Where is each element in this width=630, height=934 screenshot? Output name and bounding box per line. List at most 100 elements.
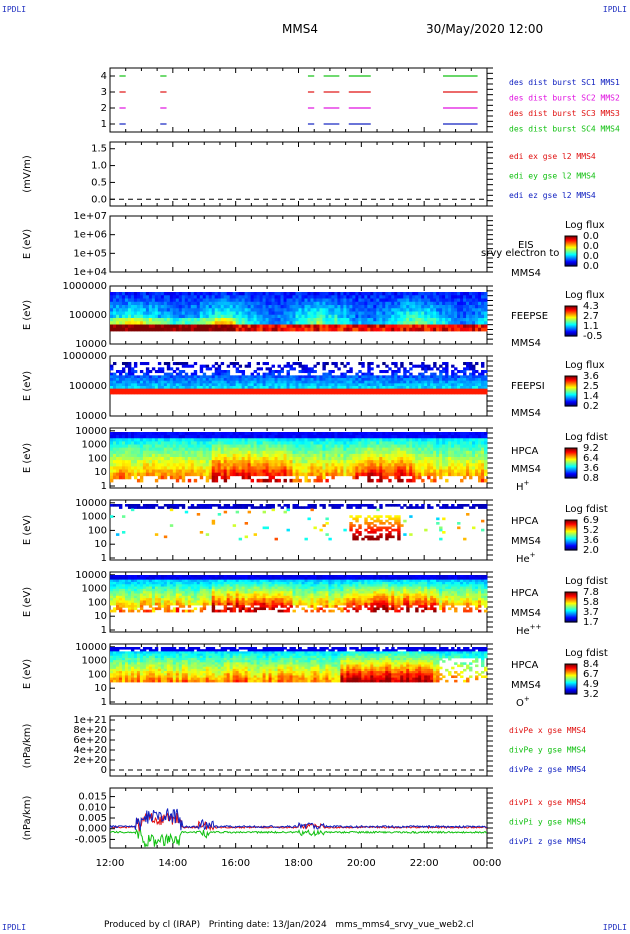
feepse-pixel xyxy=(124,321,129,325)
feepse-pixel xyxy=(256,311,261,316)
hpca-h-pixel xyxy=(124,441,129,445)
hpca-h-pixel xyxy=(154,447,159,452)
feepse-pixel xyxy=(199,295,204,299)
feepse-pixel xyxy=(460,301,464,306)
feepse-pixel xyxy=(307,305,311,309)
feepsi-pixel xyxy=(328,388,332,392)
feepsi-pixel xyxy=(110,372,114,376)
feepsi-pixel xyxy=(193,378,198,382)
feepse-pixel xyxy=(148,327,153,332)
feepse-pixel xyxy=(271,324,275,329)
feepse-pixel xyxy=(415,308,419,312)
feepse-pixel xyxy=(331,314,335,319)
hpca-h-pixel xyxy=(118,435,123,439)
feepse-pixel xyxy=(325,321,329,325)
feepse-pixel xyxy=(163,305,168,309)
feepse-pixel xyxy=(121,327,126,332)
hpca-h-pixel xyxy=(370,441,374,445)
feepse-pixel xyxy=(130,301,135,306)
hpca-h-pixel xyxy=(223,432,228,436)
hpca-h-pixel xyxy=(421,432,425,436)
hpca-h-pixel xyxy=(223,475,228,480)
feepsi-pixel xyxy=(472,383,476,387)
feepse-pixel xyxy=(379,308,383,312)
feepsi-pixel xyxy=(451,383,455,387)
eis-colorbar-cell xyxy=(565,244,577,246)
feepse-colorbar-cell xyxy=(565,321,577,323)
feepsi-pixel xyxy=(127,375,132,379)
feepse-pixel xyxy=(289,295,293,299)
feepse-pixel xyxy=(136,321,141,325)
feepsi-pixel xyxy=(409,383,413,387)
feepse-pixel xyxy=(163,324,168,329)
feepse-pixel xyxy=(184,308,189,312)
feepse-pixel xyxy=(250,298,255,303)
hpca-h-pixel xyxy=(355,472,359,477)
hpca-h-pixel xyxy=(370,463,374,467)
feepse-pixel xyxy=(310,308,314,312)
feepse-pixel xyxy=(130,292,135,296)
hpca-h-pixel xyxy=(145,469,150,474)
hpca-h-pixel xyxy=(271,435,275,439)
feepse-colorbar-cell xyxy=(565,331,577,333)
hpca-h-pixel xyxy=(253,432,258,436)
hpca-h-pixel xyxy=(223,453,228,458)
feepsi-colorbar-cell xyxy=(565,378,577,380)
hpca-h-pixel xyxy=(110,457,114,461)
feepse-pixel xyxy=(310,314,314,319)
burst-legend-4: des dist burst SC4 MMS4 xyxy=(509,125,620,134)
feepsi-pixel xyxy=(223,391,228,395)
feepse-pixel xyxy=(169,327,174,332)
hpca-h-pixel xyxy=(448,447,452,452)
feepse-pixel xyxy=(313,318,317,322)
feepsi-pixel xyxy=(187,378,192,382)
hpca-h-pixel xyxy=(325,463,329,467)
feepse-pixel xyxy=(439,301,443,306)
feepsi-pixel xyxy=(211,378,216,382)
feepse-pixel xyxy=(223,321,228,325)
hpca-h-pixel xyxy=(439,463,443,467)
hpca-h-pixel xyxy=(403,432,407,436)
feepsi-pixel xyxy=(469,378,473,382)
hpca-h-pixel xyxy=(238,472,243,477)
feepse-pixel xyxy=(160,314,165,319)
hpca-h-pixel xyxy=(163,432,168,436)
feepse-pixel xyxy=(193,324,198,329)
hpca-h-pixel xyxy=(118,441,123,445)
hpca-h-pixel xyxy=(220,438,225,442)
feepsi-pixel xyxy=(349,378,353,382)
hpca-h-pixel xyxy=(436,444,440,449)
hpca-h-pixel xyxy=(409,478,413,483)
feepsi-pixel xyxy=(412,391,416,395)
hpca-h-pixel xyxy=(436,457,440,461)
feepsi-pixel xyxy=(121,362,126,366)
feepse-pixel xyxy=(262,314,266,319)
feepse-pixel xyxy=(280,305,284,309)
feepsi-pixel xyxy=(220,386,225,390)
hpca-h-pixel xyxy=(241,466,246,470)
feepsi-pixel xyxy=(172,362,177,366)
feepse-pixel xyxy=(196,321,201,325)
feepsi-pixel xyxy=(172,386,177,390)
feepse-pixel xyxy=(331,324,335,329)
hpca-h-pixel xyxy=(157,466,162,470)
hpca-h-pixel xyxy=(421,478,425,483)
feepse-pixel xyxy=(400,305,404,309)
feepse-pixel xyxy=(202,321,207,325)
feepse-pixel xyxy=(223,311,228,316)
hpca-h-pixel xyxy=(253,469,258,474)
feepsi-pixel xyxy=(292,378,296,382)
feepsi-pixel xyxy=(484,370,488,374)
feepse-pixel xyxy=(154,298,159,303)
feepsi-pixel xyxy=(259,380,263,384)
hpca-h-pixel xyxy=(376,450,380,455)
feepse-pixel xyxy=(475,327,479,332)
feepse-pixel xyxy=(325,292,329,296)
feepsi-pixel xyxy=(271,375,275,379)
feepse-pixel xyxy=(145,305,150,309)
hpca-h-pixel xyxy=(457,447,461,452)
feepsi-pixel xyxy=(121,380,126,384)
feepse-pixel xyxy=(427,314,431,319)
feepse-pixel xyxy=(397,305,401,309)
hpca-h-pixel xyxy=(190,466,195,470)
